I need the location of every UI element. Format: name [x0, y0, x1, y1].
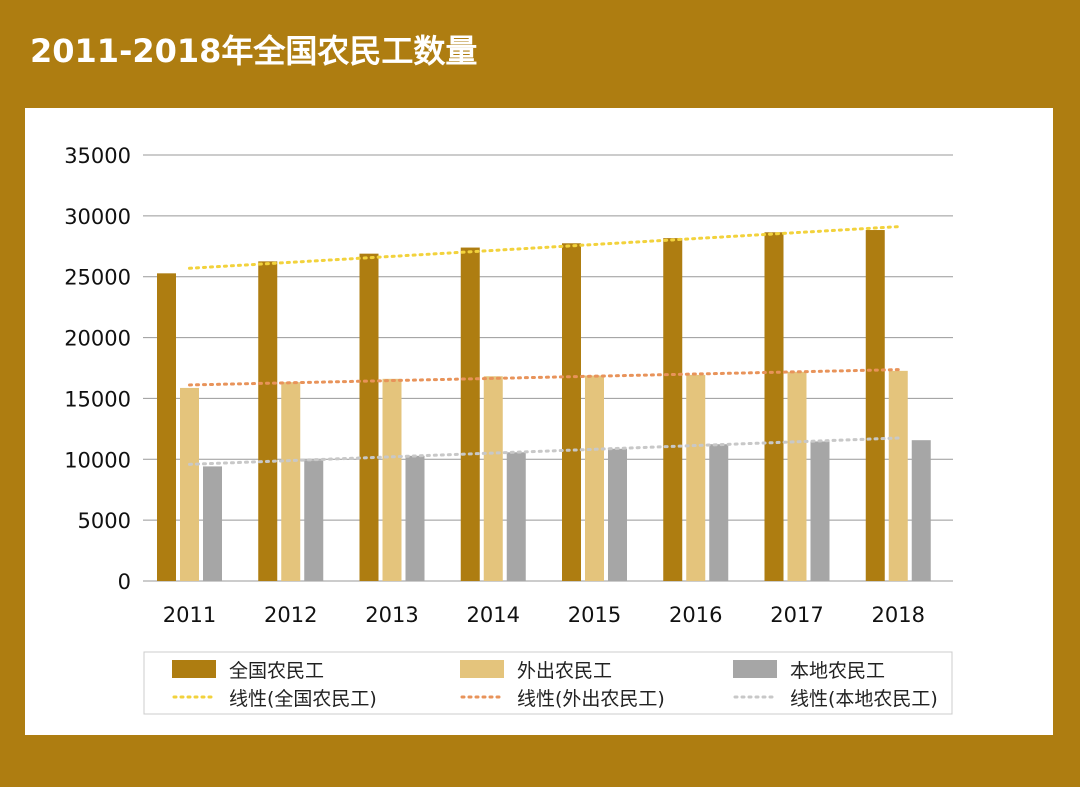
page-title: 2011-2018年全国农民工数量: [30, 32, 478, 70]
x-tick-label: 2018: [872, 603, 925, 627]
legend: [143, 651, 953, 715]
bar-2015-1: [585, 375, 604, 581]
x-tick-label: 2017: [770, 603, 823, 627]
bar-2011-1: [180, 387, 199, 581]
bar-2012-1: [281, 382, 301, 581]
x-tick-label: 2015: [568, 603, 621, 627]
legend-swatch-0: [172, 660, 216, 678]
y-tick-label: 25000: [64, 266, 131, 290]
y-tick-label: 15000: [64, 387, 131, 411]
y-tick-label: 35000: [64, 144, 131, 168]
y-tick-label: 30000: [64, 205, 131, 229]
x-tick-label: 2013: [365, 603, 418, 627]
legend-label: 线性(全国农民工): [229, 688, 377, 710]
x-tick-label: 2012: [264, 603, 317, 627]
bar-2015-2: [608, 448, 627, 581]
legend-swatch-1: [460, 660, 504, 678]
bar-2014-2: [506, 452, 526, 581]
bar-2018-0: [865, 230, 885, 581]
bar-2018-2: [911, 440, 931, 581]
trendline-2: [188, 436, 900, 466]
bar-2011-2: [203, 466, 222, 581]
bar-2011-0: [157, 273, 176, 581]
bar-2012-2: [304, 460, 324, 581]
bar-2017-1: [787, 371, 807, 581]
legend-swatch-2: [733, 660, 777, 678]
legend-label: 外出农民工: [517, 660, 612, 682]
x-tick-label: 2011: [163, 603, 216, 627]
bar-2015-0: [562, 243, 581, 582]
legend-label: 线性(外出农民工): [517, 688, 665, 710]
bar-2016-0: [663, 238, 683, 581]
legend-label: 本地农民工: [790, 660, 885, 682]
bar-2016-1: [686, 374, 706, 581]
y-tick-label: 0: [118, 570, 131, 594]
bar-2014-1: [483, 376, 503, 581]
bar-2017-0: [764, 232, 784, 581]
trendline-1: [188, 368, 900, 387]
legend-label: 全国农民工: [229, 660, 324, 682]
bar-2013-0: [359, 253, 379, 581]
bar-2013-1: [382, 378, 402, 581]
x-tick-label: 2016: [669, 603, 722, 627]
legend-label: 线性(本地农民工): [790, 688, 938, 710]
bar-2012-0: [258, 261, 278, 581]
bar-2016-2: [709, 444, 729, 581]
y-tick-label: 5000: [78, 509, 131, 533]
y-tick-label: 10000: [64, 448, 131, 472]
bar-2017-2: [810, 441, 830, 581]
bar-2018-1: [888, 370, 908, 581]
x-tick-label: 2014: [467, 603, 520, 627]
bar-2013-2: [405, 455, 425, 581]
trendline-0: [188, 225, 900, 270]
bar-2014-0: [460, 247, 480, 581]
y-tick-label: 20000: [64, 327, 131, 351]
